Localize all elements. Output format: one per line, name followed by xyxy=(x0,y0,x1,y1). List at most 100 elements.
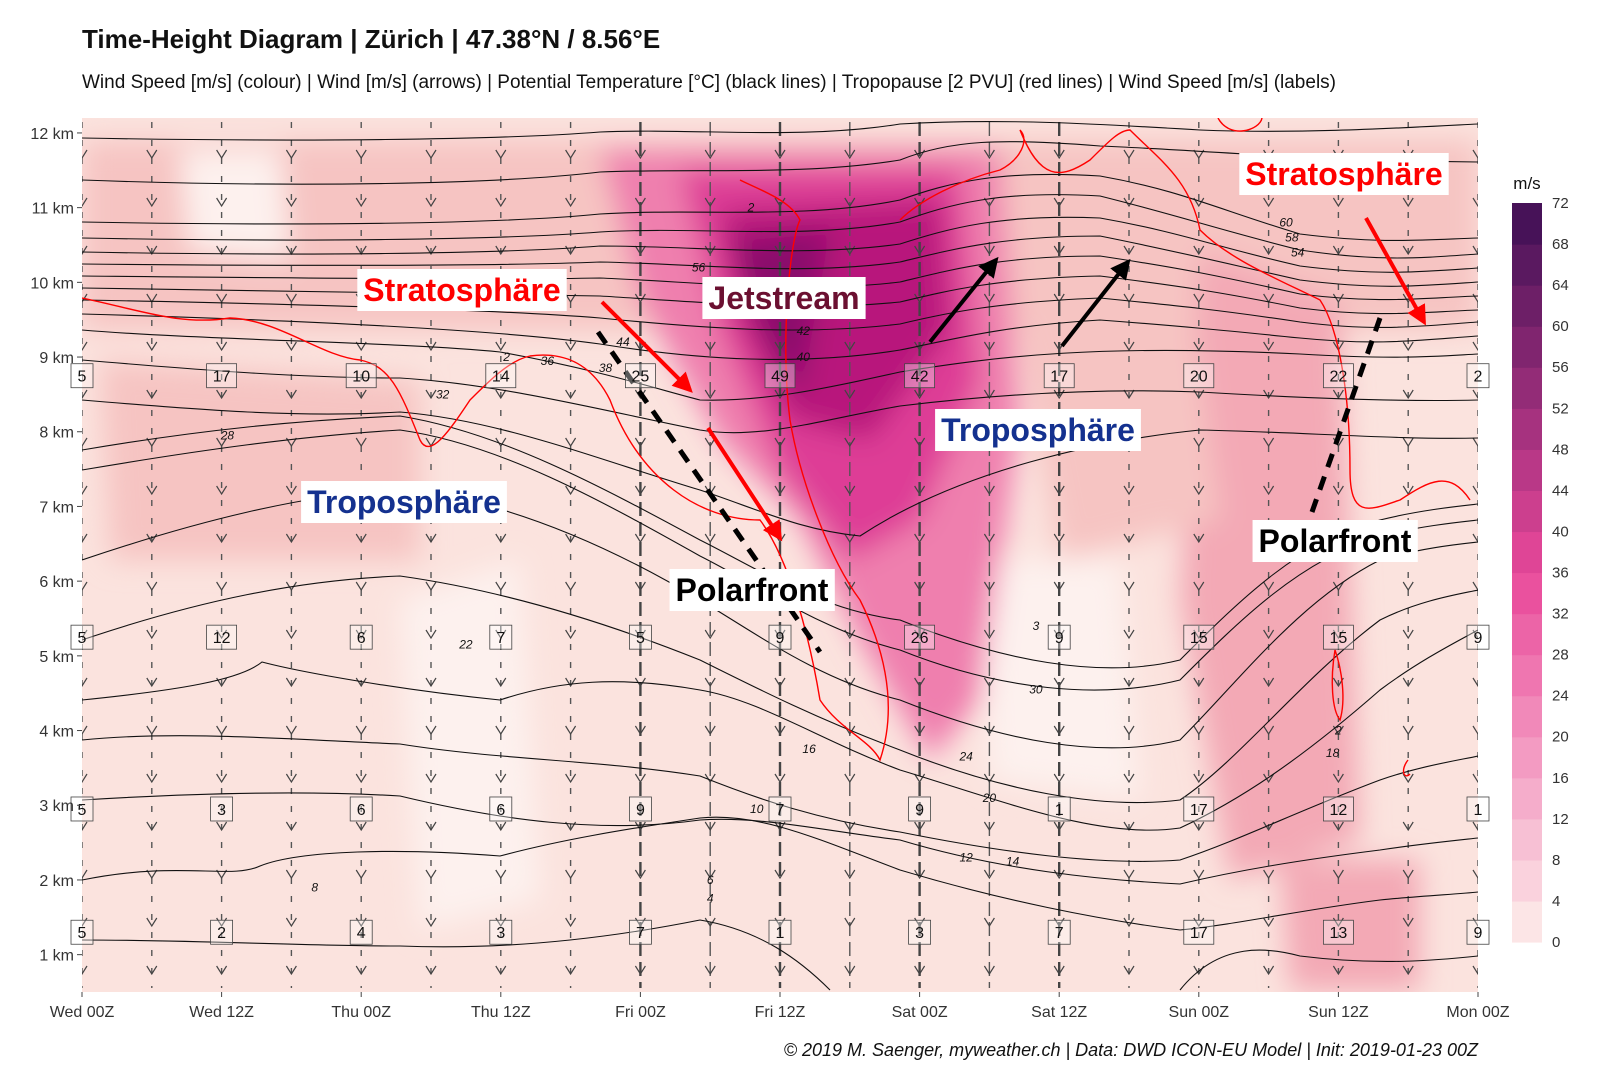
wind-arrow xyxy=(1472,485,1478,496)
wind-speed-label: 25 xyxy=(625,363,656,389)
wind-arrow xyxy=(82,869,88,880)
wind-arrow xyxy=(914,485,926,496)
wind-speed-label: 14 xyxy=(485,363,517,389)
annotation-background xyxy=(935,409,1141,451)
y-tick-label: 10 km xyxy=(30,275,74,292)
wind-arrow xyxy=(216,533,228,544)
tropopause-lines xyxy=(82,118,1471,777)
wind-arrow xyxy=(634,197,646,208)
wind-speed-label-box xyxy=(349,919,373,945)
wind-arrow xyxy=(634,869,646,880)
wind-arrow xyxy=(844,581,856,592)
wind-speed-label-box xyxy=(625,363,656,389)
wind-arrow xyxy=(774,773,786,784)
wind-speed-label-box xyxy=(70,363,94,389)
wind-arrow xyxy=(914,629,926,640)
theta-line xyxy=(82,141,1478,185)
wind-speed-label-text: 17 xyxy=(1190,925,1208,942)
theta-line xyxy=(82,792,1478,885)
wind-arrow xyxy=(1332,965,1344,976)
wind-speed-label-box xyxy=(1183,919,1215,945)
wind-arrow xyxy=(355,149,367,160)
wind-arrow xyxy=(774,869,786,880)
wind-speed-label-box xyxy=(485,363,517,389)
wind-speed-label-box xyxy=(768,919,792,945)
wind-arrow xyxy=(844,773,856,784)
wind-arrow xyxy=(634,965,646,976)
wind-arrow xyxy=(146,677,158,688)
wind-arrow xyxy=(146,197,158,208)
wind-arrow xyxy=(1472,629,1478,640)
wind-arrow xyxy=(983,677,995,688)
contour-label: 42 xyxy=(797,324,811,338)
wind-field-low-1 xyxy=(400,560,540,930)
wind-arrow xyxy=(983,917,995,928)
wind-arrow xyxy=(1332,725,1344,736)
wind-speed-label: 7 xyxy=(489,624,513,650)
wind-speed-label: 9 xyxy=(908,796,931,822)
wind-arrow xyxy=(704,773,716,784)
annotation-text: Jetstream xyxy=(708,280,859,316)
wind-arrow xyxy=(1263,773,1275,784)
wind-arrow xyxy=(1402,821,1414,832)
wind-arrow xyxy=(774,389,786,400)
contour-label: 14 xyxy=(1006,854,1020,868)
wind-arrow xyxy=(146,437,158,448)
wind-arrow xyxy=(146,245,158,256)
wind-arrow xyxy=(774,485,786,496)
theta-line xyxy=(82,429,1478,691)
wind-speed-label: 3 xyxy=(210,796,234,822)
colorbar-bin xyxy=(1512,818,1542,861)
potential-temperature-lines xyxy=(82,120,1478,991)
wind-arrow xyxy=(634,437,646,448)
wind-arrow xyxy=(285,485,297,496)
wind-arrow xyxy=(634,581,646,592)
wind-arrow xyxy=(146,629,158,640)
arrow-black xyxy=(1060,258,1131,348)
wind-arrow xyxy=(495,581,507,592)
wind-arrow xyxy=(285,197,297,208)
wind-speed-label: 2 xyxy=(1466,363,1490,389)
wind-arrow xyxy=(425,917,437,928)
wind-arrow xyxy=(82,245,88,256)
x-tick-label: Sat 12Z xyxy=(1031,1004,1087,1021)
annotation-background xyxy=(669,569,835,611)
wind-arrow xyxy=(285,869,297,880)
contour-label: 10 xyxy=(750,802,764,816)
colorbar-tick-label: 4 xyxy=(1552,893,1560,910)
wind-speed-label-text: 17 xyxy=(1190,802,1208,819)
annotation-label: Troposphäre xyxy=(301,481,507,523)
wind-speed-label-text: 13 xyxy=(1330,925,1348,942)
wind-arrow xyxy=(146,917,158,928)
wind-arrow xyxy=(1053,245,1065,256)
wind-arrow xyxy=(1472,245,1478,256)
wind-arrow xyxy=(914,725,926,736)
wind-field-low-3 xyxy=(180,150,290,260)
wind-arrow xyxy=(1332,389,1344,400)
wind-speed-label-box xyxy=(210,919,234,945)
wind-speed-label-text: 42 xyxy=(911,369,929,386)
wind-arrow xyxy=(146,725,158,736)
wind-arrow xyxy=(914,389,926,400)
wind-arrow xyxy=(634,533,646,544)
wind-arrow xyxy=(82,485,88,496)
wind-speed-label-box xyxy=(206,363,238,389)
wind-speed-label-text: 25 xyxy=(632,369,650,386)
colorbar-tick-label: 8 xyxy=(1552,852,1560,869)
wind-speed-label-box xyxy=(629,919,652,945)
y-tick-label: 4 km xyxy=(39,724,74,741)
wind-arrow xyxy=(146,869,158,880)
colorbar-tick-label: 40 xyxy=(1552,523,1569,540)
wind-arrow xyxy=(495,869,507,880)
wind-arrow xyxy=(425,821,437,832)
wind-arrow xyxy=(425,245,437,256)
wind-arrow xyxy=(1402,869,1414,880)
wind-arrow xyxy=(495,197,507,208)
wind-speed-label: 5 xyxy=(70,624,94,650)
wind-speed-label-text: 10 xyxy=(352,369,370,386)
wind-speed-label-box xyxy=(489,796,513,822)
wind-arrow xyxy=(704,725,716,736)
wind-speed-label-box xyxy=(489,624,513,650)
wind-arrow xyxy=(774,437,786,448)
